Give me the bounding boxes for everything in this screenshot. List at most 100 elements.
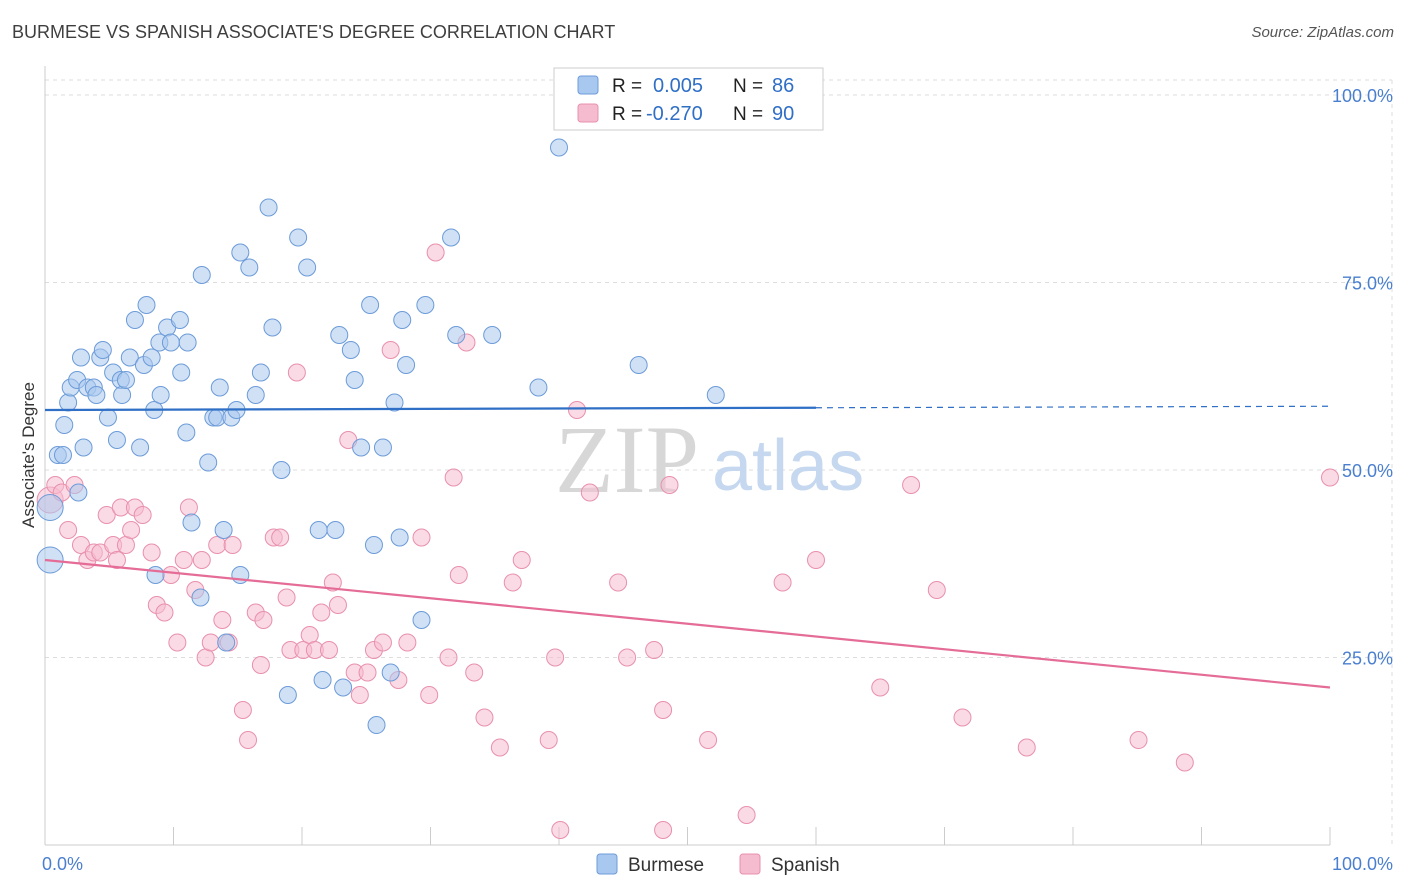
spanish-point (551, 821, 570, 839)
spanish-n-value: 90 (772, 103, 794, 125)
burmese-point (629, 356, 648, 374)
burmese-point (137, 296, 156, 314)
spanish-point (512, 551, 531, 569)
spanish-point (699, 731, 718, 749)
burmese-point (116, 371, 135, 389)
spanish-point (116, 536, 135, 554)
x-tick-label: 0.0% (42, 854, 83, 874)
spanish-point (142, 543, 161, 562)
burmese-point (298, 258, 317, 277)
spanish-point (174, 551, 193, 569)
burmese-point (98, 408, 117, 427)
spanish-point (953, 708, 972, 727)
burmese-point (53, 446, 72, 464)
burmese-point (170, 311, 189, 329)
spanish-point (155, 603, 174, 622)
burmese-r-label: R = (612, 76, 642, 97)
spanish-point (300, 626, 319, 644)
burmese-point (55, 416, 74, 434)
burmese-point (142, 348, 161, 367)
spanish-point (208, 536, 227, 554)
spanish-point (251, 656, 270, 674)
watermark-zip: ZIP (555, 406, 699, 513)
y-tick-label: 50.0% (1342, 461, 1393, 481)
burmese-point (210, 378, 229, 397)
spanish-point (161, 566, 180, 584)
spanish-trend-line (44, 558, 1331, 689)
burmese-point (217, 633, 236, 652)
stats-legend: R = 0.005 N = 86 R = -0.270 N = 90 (553, 67, 824, 131)
spanish-point (490, 738, 509, 757)
spanish-point (179, 498, 198, 517)
burmese-swatch (577, 75, 599, 95)
tick-labels: 25.0% 50.0% 75.0% 100.0% 0.0% 100.0% (42, 86, 1393, 874)
burmese-point (71, 348, 90, 367)
burmese-point (259, 198, 278, 217)
spanish-point (358, 663, 377, 682)
trend-lines (44, 405, 1331, 689)
burmese-point (178, 333, 197, 352)
spanish-point (645, 641, 664, 659)
burmese-point (177, 423, 196, 442)
burmese-point (278, 686, 297, 704)
spanish-point (580, 483, 599, 502)
burmese-point (151, 386, 170, 404)
burmese-point (59, 393, 78, 412)
burmese-trend-line (44, 406, 817, 412)
burmese-point (706, 386, 725, 404)
burmese-point (192, 266, 211, 284)
spanish-point (373, 633, 392, 652)
burmese-point (412, 611, 431, 629)
spanish-point (737, 806, 756, 824)
spanish-swatch (577, 103, 599, 123)
burmese-point (107, 431, 126, 449)
x-tick-label: 100.0% (1332, 854, 1393, 874)
spanish-point (654, 821, 673, 839)
axes (44, 66, 1331, 846)
spanish-point (660, 476, 679, 494)
burmese-point (364, 536, 383, 554)
burmese-point (172, 363, 191, 382)
burmese-point (125, 311, 144, 329)
spanish-point (287, 363, 306, 382)
legend-spanish-label: Spanish (771, 855, 840, 876)
spanish-point (439, 648, 458, 667)
burmese-point (390, 528, 409, 547)
spanish-point (871, 678, 890, 697)
bottom-legend: Burmese Spanish (596, 853, 840, 876)
legend-burmese-label: Burmese (628, 855, 704, 876)
spanish-point (654, 701, 673, 719)
burmese-point (263, 318, 282, 337)
burmese-point (393, 311, 412, 329)
burmese-point (529, 378, 548, 397)
spanish-point (271, 528, 290, 547)
burmese-point (381, 663, 400, 682)
burmese-point (120, 348, 139, 367)
source-label: Source: ZipAtlas.com (1251, 24, 1394, 41)
y-axis-label: Associate's Degree (19, 382, 38, 528)
burmese-point (246, 386, 265, 404)
burmese-point (251, 363, 270, 382)
spanish-point (618, 648, 637, 667)
spanish-point (426, 243, 445, 262)
spanish-point (213, 611, 232, 629)
spanish-point (328, 596, 347, 614)
legend-spanish-swatch (739, 853, 761, 875)
burmese-point (313, 671, 332, 689)
spanish-point (277, 588, 296, 607)
spanish-point (133, 506, 152, 524)
burmese-point (334, 678, 353, 697)
burmese-point (326, 521, 345, 539)
spanish-n-label: N = (733, 104, 763, 125)
y-tick-label: 100.0% (1332, 86, 1393, 106)
spanish-point (902, 476, 921, 494)
spanish-point (609, 573, 628, 592)
burmese-point (191, 588, 210, 607)
spanish-points (36, 243, 1339, 839)
spanish-point (233, 701, 252, 719)
burmese-point (161, 333, 180, 352)
burmese-point (69, 483, 88, 502)
burmese-point (416, 296, 435, 314)
burmese-point (361, 296, 380, 314)
spanish-point (420, 686, 439, 704)
